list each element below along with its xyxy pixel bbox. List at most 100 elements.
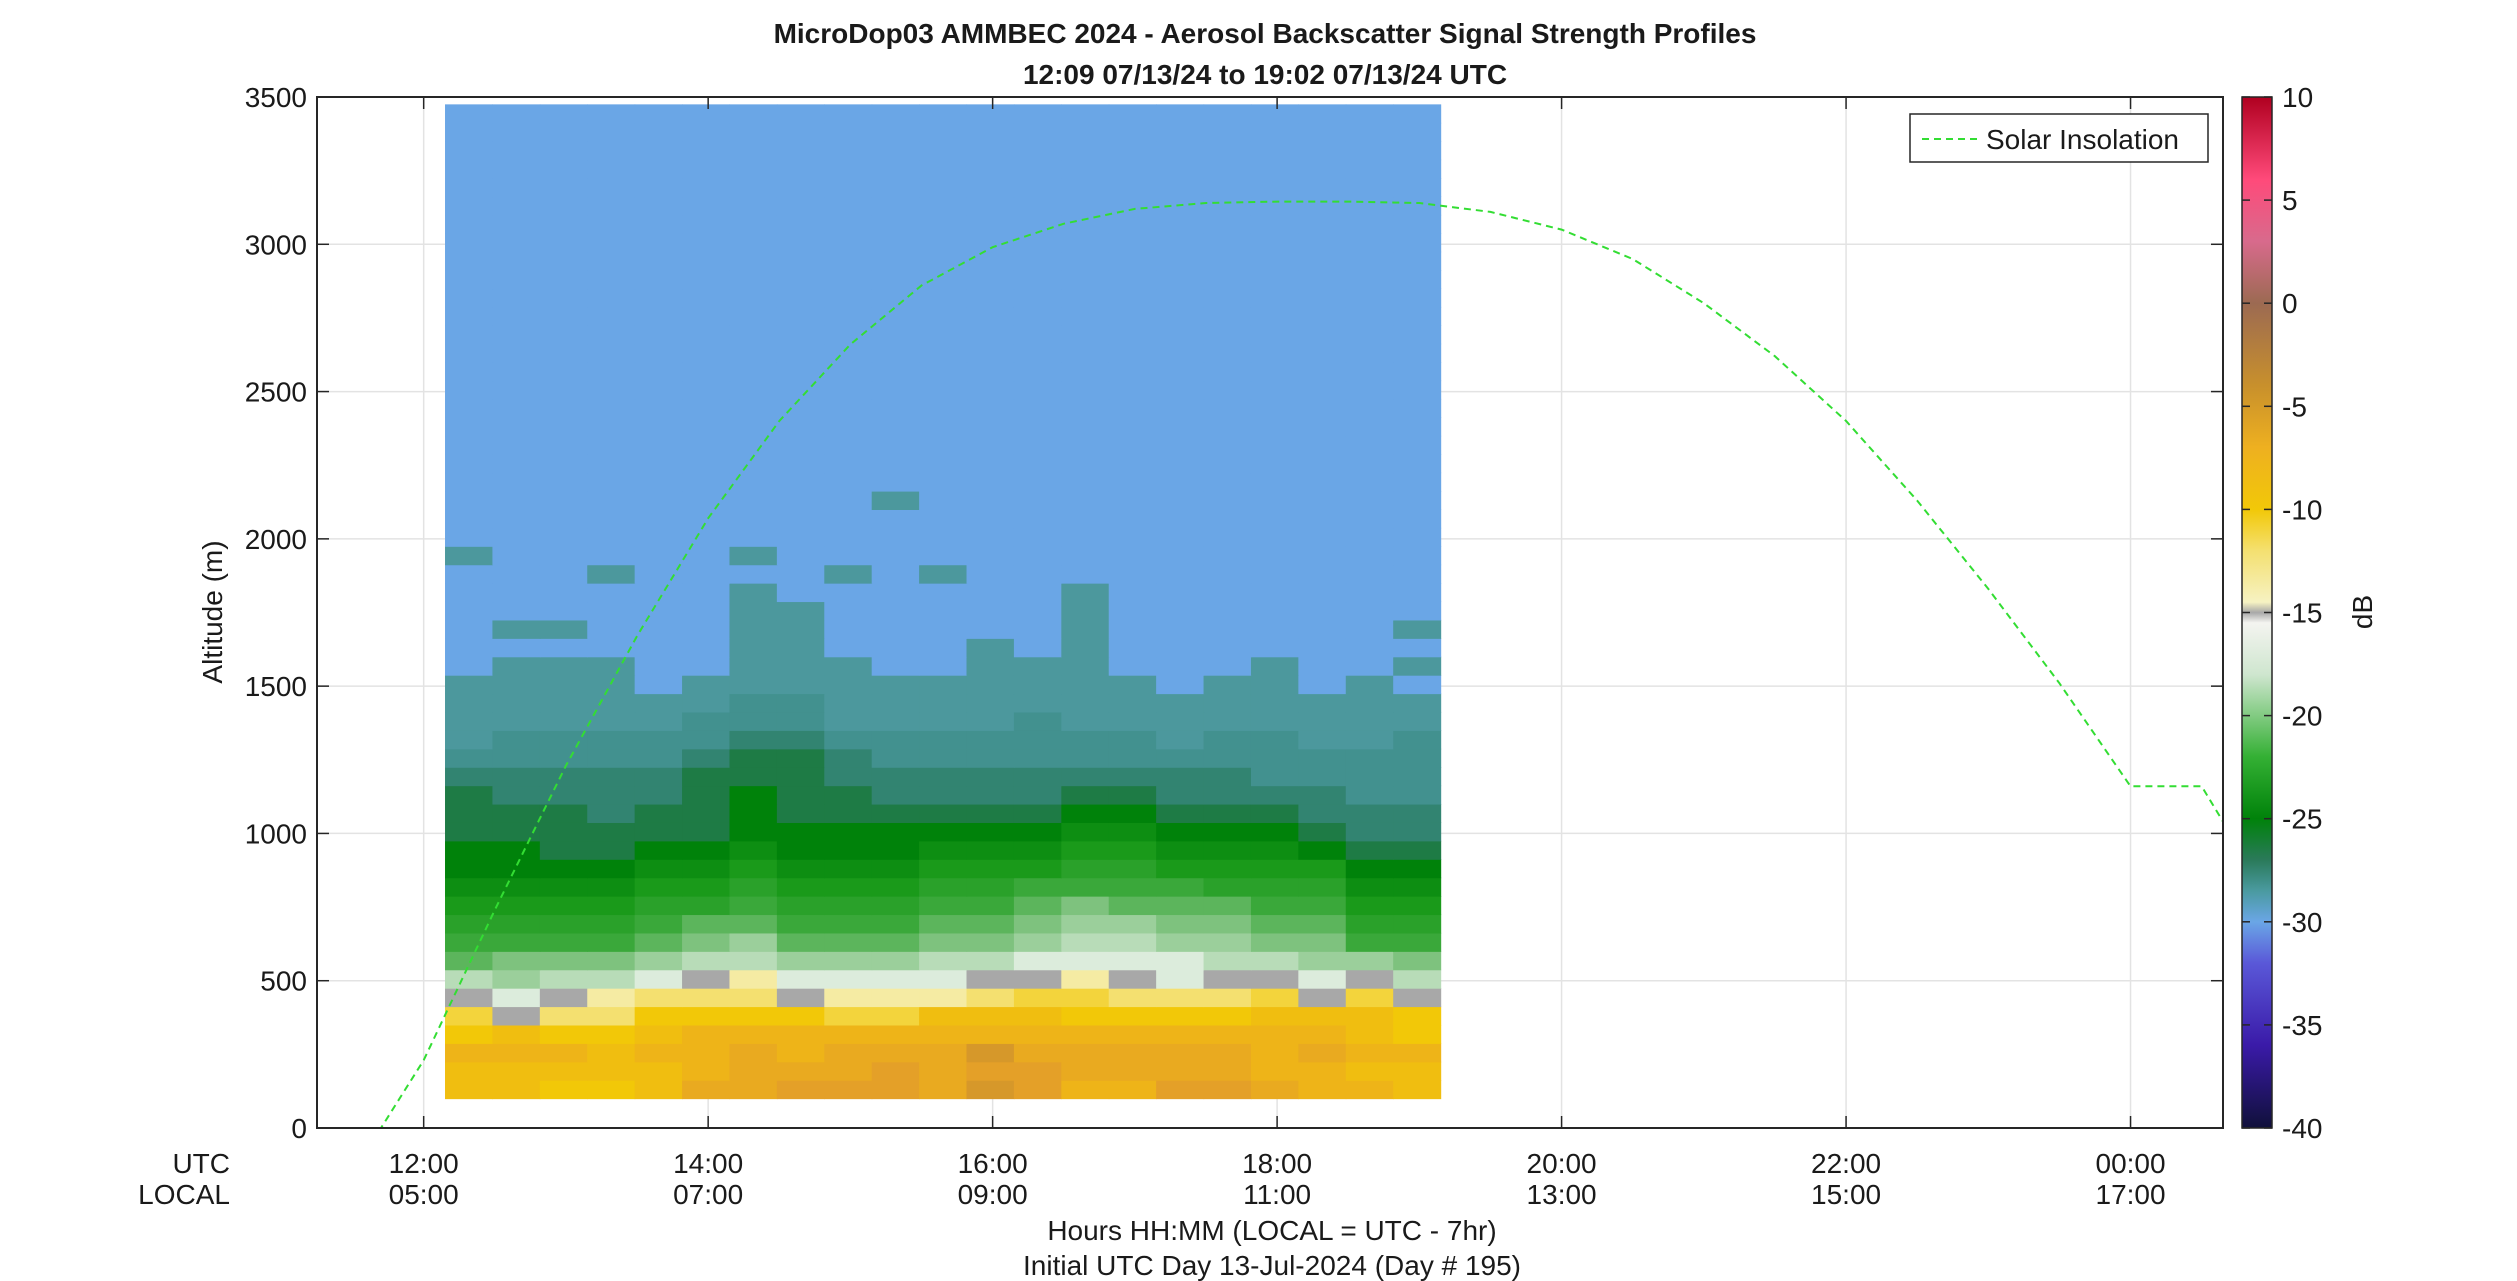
heatmap-cell	[1298, 417, 1347, 437]
heatmap-cell	[1345, 1024, 1394, 1044]
heatmap-cell	[1061, 638, 1110, 658]
heatmap-cell	[1013, 1024, 1062, 1044]
heatmap-cell	[1298, 196, 1347, 216]
heatmap-cell	[1298, 877, 1347, 897]
heatmap-cell	[1108, 730, 1157, 750]
heatmap-cell	[776, 730, 825, 750]
heatmap-cell	[1156, 104, 1205, 124]
heatmap-cell	[1108, 380, 1157, 400]
heatmap-cell	[1013, 951, 1062, 971]
heatmap-cell	[776, 472, 825, 492]
heatmap-cell	[1061, 675, 1110, 695]
heatmap-cell	[729, 472, 778, 492]
heatmap-cell	[587, 601, 636, 621]
heatmap-cell	[445, 1006, 494, 1026]
heatmap-cell	[682, 546, 731, 566]
heatmap-cell	[729, 527, 778, 547]
heatmap-cell	[776, 417, 825, 437]
heatmap-cell	[1393, 1043, 1442, 1063]
heatmap-cell	[492, 785, 541, 805]
heatmap-cell	[1108, 325, 1157, 345]
heatmap-cell	[1345, 583, 1394, 603]
heatmap-cell	[919, 730, 968, 750]
heatmap-cell	[1108, 877, 1157, 897]
heatmap-cell	[682, 840, 731, 860]
heatmap-cell	[1061, 859, 1110, 879]
heatmap-cell	[966, 214, 1015, 234]
heatmap-cell	[729, 822, 778, 842]
heatmap-cell	[776, 159, 825, 179]
heatmap-cell	[966, 656, 1015, 676]
heatmap-cell	[682, 803, 731, 823]
heatmap-cell	[871, 988, 920, 1008]
heatmap-cell	[966, 601, 1015, 621]
heatmap-cell	[1393, 711, 1442, 731]
heatmap-cell	[1393, 638, 1442, 658]
heatmap-cell	[1298, 122, 1347, 142]
heatmap-cell	[1061, 1043, 1110, 1063]
heatmap-cell	[492, 914, 541, 934]
heatmap-cell	[539, 675, 588, 695]
heatmap-cell	[824, 1061, 873, 1081]
heatmap-cell	[587, 214, 636, 234]
heatmap-cell	[587, 803, 636, 823]
heatmap-cell	[587, 325, 636, 345]
heatmap-cell	[587, 840, 636, 860]
heatmap-cell	[1250, 1043, 1299, 1063]
heatmap-cell	[634, 104, 683, 124]
heatmap-cell	[1013, 509, 1062, 529]
heatmap-cell	[1108, 454, 1157, 474]
heatmap-cell	[1156, 1061, 1205, 1081]
heatmap-cell	[871, 233, 920, 253]
heatmap-cell	[492, 803, 541, 823]
heatmap-cell	[729, 803, 778, 823]
x-tick-label-utc: 22:00	[1811, 1148, 1881, 1179]
heatmap-cell	[871, 896, 920, 916]
heatmap-cell	[1250, 803, 1299, 823]
heatmap-cell	[1203, 122, 1252, 142]
heatmap-cell	[539, 840, 588, 860]
heatmap-cell	[539, 454, 588, 474]
heatmap-cell	[1156, 564, 1205, 584]
heatmap-cell	[1345, 435, 1394, 455]
heatmap-cell	[919, 969, 968, 989]
heatmap-cell	[539, 472, 588, 492]
heatmap-cell	[1156, 454, 1205, 474]
heatmap-cell	[824, 435, 873, 455]
heatmap-cell	[634, 785, 683, 805]
heatmap-cell	[1013, 546, 1062, 566]
heatmap-cell	[966, 564, 1015, 584]
heatmap-cell	[966, 104, 1015, 124]
heatmap-cell	[776, 343, 825, 363]
heatmap-cell	[1013, 583, 1062, 603]
heatmap-cell	[1203, 969, 1252, 989]
heatmap-cell	[1013, 214, 1062, 234]
heatmap-cell	[1061, 877, 1110, 897]
heatmap-cell	[824, 251, 873, 271]
heatmap-cell	[1250, 435, 1299, 455]
heatmap-cell	[1393, 214, 1442, 234]
heatmap-cell	[634, 417, 683, 437]
heatmap-cell	[729, 306, 778, 326]
heatmap-cell	[1250, 619, 1299, 639]
heatmap-cell	[1061, 178, 1110, 198]
heatmap-cell	[1250, 988, 1299, 1008]
heatmap-cell	[966, 343, 1015, 363]
heatmap-cell	[492, 601, 541, 621]
heatmap-cell	[682, 564, 731, 584]
heatmap-cell	[1108, 362, 1157, 382]
heatmap-cell	[824, 159, 873, 179]
heatmap-cell	[1250, 527, 1299, 547]
heatmap-cell	[539, 159, 588, 179]
x-tick-label-utc: 20:00	[1527, 1148, 1597, 1179]
heatmap-cell	[1061, 969, 1110, 989]
heatmap-cell	[1108, 711, 1157, 731]
heatmap-cell	[919, 840, 968, 860]
heatmap-cell	[682, 1006, 731, 1026]
heatmap-cell	[539, 398, 588, 418]
heatmap-cell	[729, 104, 778, 124]
heatmap-cell	[1345, 840, 1394, 860]
heatmap-cell	[729, 141, 778, 161]
heatmap-cell	[1013, 141, 1062, 161]
heatmap-cell	[1061, 380, 1110, 400]
